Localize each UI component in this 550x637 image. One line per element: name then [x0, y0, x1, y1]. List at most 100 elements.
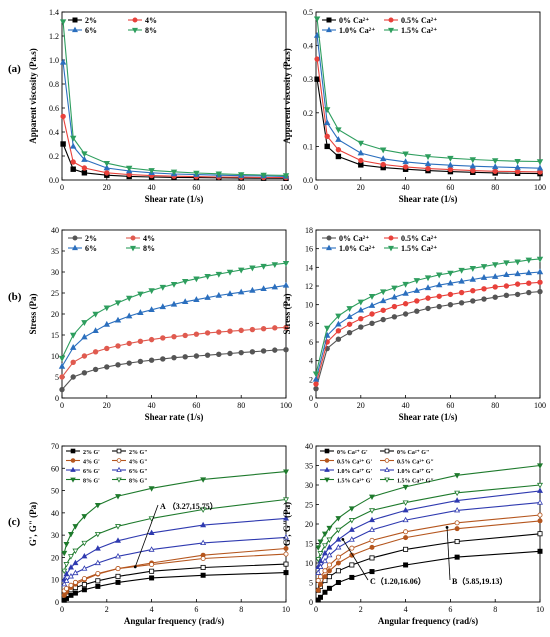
data-point: [200, 572, 206, 578]
y-tick-label: 50: [51, 487, 59, 496]
data-point: [283, 515, 289, 521]
data-point: [414, 308, 420, 314]
legend-label: 0.5% Ca²⁺ G': [337, 460, 372, 466]
legend-label: 1.0% Ca²⁺ G': [337, 469, 372, 475]
data-point: [81, 552, 88, 559]
x-tick-label: 40: [402, 183, 410, 192]
annotation-a-arrow: [134, 504, 159, 568]
plot-frame: [315, 229, 541, 399]
data-point: [454, 554, 460, 560]
series-line: [63, 498, 287, 571]
legend: 2% G' 2% G" 4% G' 4% G" 6% G' 6% G" 8% G' 8% G": [66, 448, 148, 485]
data-point: [335, 153, 342, 160]
data-point: [193, 296, 200, 302]
legend-label: 2%: [85, 234, 97, 243]
data-point: [72, 569, 79, 576]
data-point: [536, 164, 544, 171]
y-tick-label: 5: [55, 373, 59, 382]
chart-a-left: 0 20 40 60 80 100 0.0 0.2 0.4 0.6 0.8 1.0 1.2 1.4 Shea…: [28, 8, 292, 204]
data-point: [312, 375, 320, 382]
data-point: [81, 170, 88, 176]
data-point: [114, 300, 122, 307]
legend-label: 0.5% Ca²⁺ G": [397, 460, 434, 466]
data-point: [237, 172, 245, 179]
legend-label: 6% G': [83, 469, 100, 475]
series-line: [317, 520, 541, 591]
data-point: [159, 284, 167, 291]
data-point: [81, 156, 88, 162]
data-point: [200, 564, 206, 570]
data-point: [348, 536, 355, 542]
data-point: [148, 486, 155, 492]
data-point: [491, 163, 499, 170]
data-point: [436, 303, 442, 310]
y-tick-label: 5: [309, 579, 313, 588]
data-point: [414, 298, 420, 304]
data-point: [514, 291, 521, 298]
panel-label-b: (b): [8, 291, 22, 303]
data-point: [537, 499, 543, 505]
data-point: [204, 273, 211, 280]
legend-marker: [388, 27, 394, 34]
data-point: [454, 497, 461, 503]
y-axis-label: Stress (Pa): [282, 293, 292, 334]
series-6pct: [59, 58, 290, 179]
data-point: [413, 278, 421, 284]
data-point: [326, 574, 332, 580]
legend-marker: [324, 477, 330, 483]
data-point: [317, 551, 324, 557]
data-point: [104, 364, 110, 370]
y-tick-label: 30: [305, 481, 313, 490]
data-point: [283, 534, 289, 540]
legend: 0% Ca²⁺ 0.5% Ca²⁺ 1.0% Ca²⁺ 1.5% Ca²⁺: [322, 16, 437, 35]
data-point: [59, 374, 65, 380]
y-tick-label: 40: [51, 509, 59, 518]
data-point: [227, 350, 233, 357]
data-point: [348, 518, 355, 524]
series-1-0pct-ca: [312, 268, 544, 382]
data-point: [69, 135, 77, 142]
data-point: [272, 347, 278, 353]
legend-label: 6% G": [129, 469, 148, 475]
data-point: [59, 58, 67, 65]
x-axis-label: Angular frequency (rad/s): [378, 616, 478, 626]
data-point: [249, 326, 256, 333]
data-point: [200, 539, 207, 546]
data-point: [537, 463, 543, 469]
data-point: [70, 166, 76, 172]
data-point: [470, 298, 476, 304]
y-tick-label: 0.4: [303, 42, 313, 51]
data-point: [317, 563, 324, 569]
data-point: [59, 386, 65, 393]
chart-b-left: 0 20 40 60 80 100 0 5 10 15 20 25 30 35 40 Shear rate (…: [28, 226, 292, 422]
data-point: [260, 285, 267, 292]
data-point: [193, 353, 200, 359]
data-point: [469, 266, 477, 272]
data-point: [271, 283, 279, 290]
data-point: [346, 321, 353, 327]
data-point: [425, 165, 431, 172]
data-point: [81, 514, 88, 520]
x-tick-label: 0: [60, 183, 64, 192]
y-tick-label: 6: [309, 338, 313, 347]
series-0-5pct-ca: [314, 56, 543, 175]
y-tick-label: 10: [305, 301, 313, 310]
legend-marker: [384, 477, 390, 483]
data-point: [317, 594, 323, 600]
x-tick-label: 10: [536, 605, 544, 614]
data-point: [326, 585, 332, 591]
data-point: [326, 544, 333, 550]
data-point: [368, 294, 376, 300]
x-tick-label: 100: [280, 183, 292, 192]
y-tick-label: 10: [51, 576, 59, 585]
data-point: [283, 551, 289, 557]
data-point: [391, 303, 398, 310]
data-point: [537, 482, 543, 489]
data-point: [369, 311, 375, 317]
data-point: [115, 494, 121, 500]
legend-label: 0% Ca²⁺ G": [397, 450, 429, 456]
series-line: [62, 62, 287, 177]
data-point: [514, 281, 521, 287]
y-tick-label: 15: [305, 540, 313, 549]
data-point: [403, 546, 409, 552]
